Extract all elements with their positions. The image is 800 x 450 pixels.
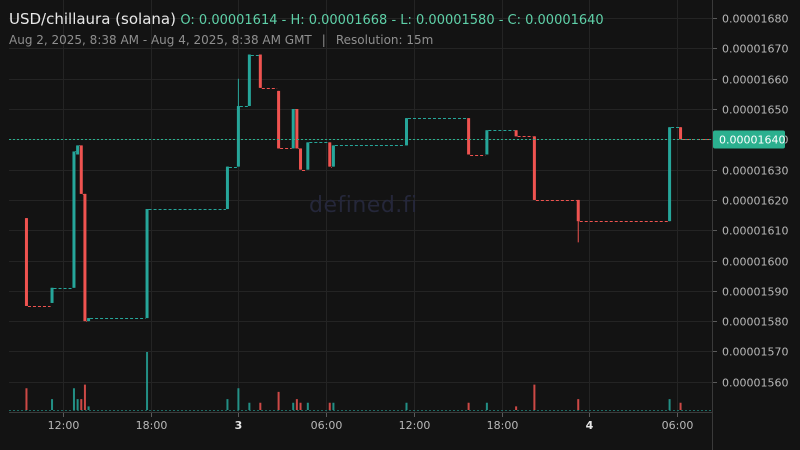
chart-header-info: Aug 2, 2025, 8:38 AM - Aug 4, 2025, 8:38… <box>9 33 433 47</box>
volume-bar <box>295 399 298 410</box>
volume-bar <box>146 352 149 410</box>
x-tick-label: 12:00 <box>399 419 431 432</box>
candle-body <box>247 54 251 107</box>
volume-bar <box>83 384 86 410</box>
volume-bar <box>248 402 251 410</box>
volume-bar <box>237 388 240 410</box>
y-tick-label: 0.00001610 <box>722 225 788 238</box>
x-tick-label: 06:00 <box>662 419 694 432</box>
candle-body <box>328 142 332 167</box>
y-tick-label: 0.00001630 <box>722 165 788 178</box>
y-tick-label: 0.00001560 <box>722 377 788 390</box>
chart-header-title: USD/chillaura (solana) O: 0.00001614 - H… <box>9 10 604 28</box>
candle-body <box>295 109 299 149</box>
volume-bar <box>87 406 90 410</box>
grid <box>9 0 712 412</box>
volume-bar <box>679 402 682 410</box>
volume-bars <box>9 352 712 411</box>
header-separator: | <box>321 33 326 47</box>
x-tick-label: 18:00 <box>136 419 168 432</box>
candle-body <box>236 106 240 167</box>
candle-body <box>72 151 76 288</box>
x-tick-label: 06:00 <box>311 419 343 432</box>
volume-bar <box>515 406 518 410</box>
candle-body <box>258 54 262 88</box>
candle-body <box>24 218 28 306</box>
candle-body <box>404 118 408 146</box>
candle-body <box>87 318 91 322</box>
x-tick-label: 18:00 <box>487 419 519 432</box>
candles <box>24 54 683 322</box>
volume-bar <box>405 402 408 410</box>
candle-body <box>277 90 281 149</box>
volume-bar <box>292 402 295 410</box>
candle-body <box>679 127 683 140</box>
y-tick-label: 0.00001670 <box>722 43 788 56</box>
price-step-lines <box>27 55 711 322</box>
volume-bar <box>332 402 335 410</box>
y-tick-label: 0.00001620 <box>722 195 788 208</box>
resolution: Resolution: 15m <box>335 33 434 47</box>
candle-body <box>291 109 295 149</box>
volume-bar <box>306 402 309 410</box>
candle-body <box>83 193 87 322</box>
y-tick-label: 0.00001570 <box>722 346 788 359</box>
watermark-logo: defined.fi <box>309 193 418 218</box>
volume-bar <box>577 399 580 410</box>
y-tick-label: 0.00001600 <box>722 256 788 269</box>
volume-bar <box>299 402 302 410</box>
y-tick-label: 0.00001650 <box>722 104 788 117</box>
time-range: Aug 2, 2025, 8:38 AM - Aug 4, 2025, 8:38… <box>9 33 312 47</box>
candle-body <box>331 145 335 167</box>
ohlc-readout: O: 0.00001614 - H: 0.00001668 - L: 0.000… <box>180 13 604 28</box>
candle-body <box>532 136 536 200</box>
last-price-label: 0.00001640 <box>719 134 785 147</box>
pair-name: USD/chillaura (solana) <box>9 10 176 28</box>
x-tick-label: 3 <box>235 419 243 432</box>
candle-body <box>485 130 489 155</box>
volume-bar <box>467 402 470 410</box>
candle-body <box>225 166 229 210</box>
candle-body <box>668 127 672 222</box>
volume-bar <box>76 399 79 410</box>
volume-bar <box>25 388 28 410</box>
volume-bar <box>485 402 488 410</box>
volume-bar <box>533 384 536 410</box>
price-axis[interactable]: 0.00001680 0.00001670 0.00001660 0.00001650… <box>712 0 788 450</box>
y-tick-label: 0.00001680 <box>722 13 788 26</box>
time-axis[interactable]: 12:00 18:00 3 06:00 12:00 18:00 4 06:00 <box>9 412 712 432</box>
candle-body <box>50 287 54 303</box>
last-price-badge <box>713 130 785 149</box>
volume-bar <box>668 399 671 410</box>
x-tick-label: 4 <box>586 419 594 432</box>
y-tick-label: 0.00001580 <box>722 316 788 329</box>
candle-body <box>306 142 310 170</box>
volume-bar <box>72 388 75 410</box>
candle-body <box>514 130 518 137</box>
candle-body <box>576 199 580 222</box>
y-tick-label: 0.00001590 <box>722 286 788 299</box>
candle-body <box>299 148 303 170</box>
x-tick-label: 12:00 <box>48 419 80 432</box>
y-tick-label: 0.00001660 <box>722 74 788 87</box>
volume-bar <box>259 402 262 410</box>
volume-bar <box>328 402 331 410</box>
candle-body <box>145 209 149 319</box>
candle-body <box>467 118 471 155</box>
volume-bar <box>80 399 83 410</box>
volume-bar <box>226 399 229 410</box>
volume-bar <box>277 391 280 410</box>
volume-bar <box>51 399 54 410</box>
candle-body <box>79 145 83 194</box>
candle-body <box>76 145 80 155</box>
